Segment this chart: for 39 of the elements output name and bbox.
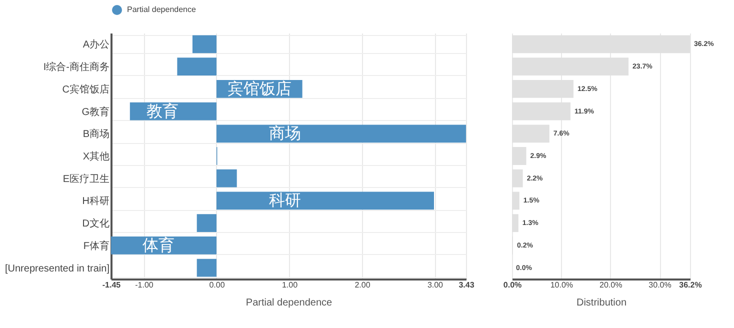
y-tick-label: [Unrepresented in train] <box>4 263 110 274</box>
x-tick-label: -1.00 <box>135 280 154 290</box>
x-tick-label: 1.00 <box>282 280 298 290</box>
x-axis-title: Partial dependence <box>246 298 333 308</box>
y-tick-label: E医疗卫生 <box>62 172 110 185</box>
annotation: 体育 <box>142 236 174 254</box>
x-tick-label: 2.00 <box>354 280 371 290</box>
bar <box>111 236 216 254</box>
bar <box>216 124 466 143</box>
bar <box>216 192 434 210</box>
x-tick-label: 0.0% <box>503 280 522 290</box>
x-tick-label: 20.0% <box>600 280 622 290</box>
y-tick-label: I综合-商住商务 <box>43 61 110 74</box>
y-tick-label: A办公 <box>82 38 110 51</box>
bar <box>196 258 216 277</box>
x-axis-title: Distribution <box>576 298 627 308</box>
x-tick-label: -1.45 <box>102 280 122 290</box>
bar <box>177 58 216 76</box>
y-tick-label: D文化 <box>82 218 110 230</box>
bar <box>196 214 216 232</box>
annotation: 教育 <box>146 102 179 120</box>
y-tick-label: C宾馆饭店 <box>62 83 110 96</box>
x-tick-label: 30.0% <box>648 280 672 290</box>
y-tick-label: B商场 <box>82 128 110 140</box>
x-tick-label: 0.00 <box>209 280 226 290</box>
y-tick-label: F体育 <box>83 240 110 252</box>
x-tick-label: 3.43 <box>458 280 475 290</box>
annotation: 科研 <box>268 192 301 210</box>
bar <box>192 35 216 54</box>
annotation: 商场 <box>268 124 301 143</box>
x-tick-label: 3.00 <box>427 280 444 290</box>
x-tick-label: 36.2% <box>679 280 702 290</box>
legend-label: Partial dependence <box>127 5 196 14</box>
y-tick-label: X其他 <box>82 150 110 162</box>
annotation: 宾馆饭店 <box>227 80 292 98</box>
y-tick-label: G教育 <box>82 106 110 118</box>
x-tick-label: 10.0% <box>550 280 574 290</box>
y-tick-label: H科研 <box>82 195 110 208</box>
bar <box>216 169 237 188</box>
